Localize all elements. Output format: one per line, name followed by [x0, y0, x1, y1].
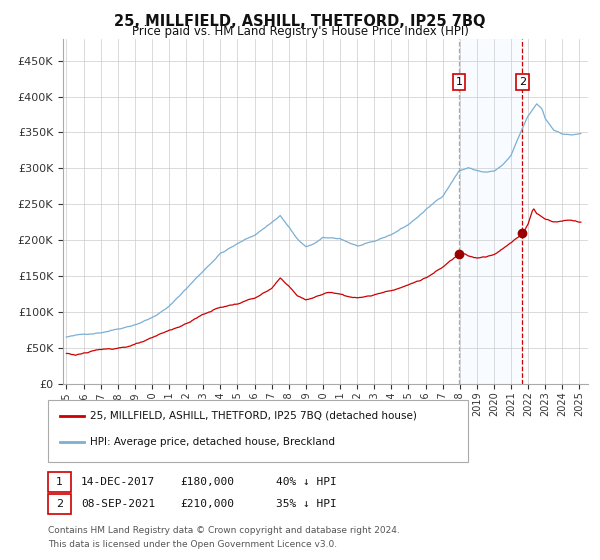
Text: 25, MILLFIELD, ASHILL, THETFORD, IP25 7BQ (detached house): 25, MILLFIELD, ASHILL, THETFORD, IP25 7B… [90, 410, 417, 421]
Text: HPI: Average price, detached house, Breckland: HPI: Average price, detached house, Brec… [90, 437, 335, 447]
Text: Price paid vs. HM Land Registry's House Price Index (HPI): Price paid vs. HM Land Registry's House … [131, 25, 469, 38]
Text: Contains HM Land Registry data © Crown copyright and database right 2024.: Contains HM Land Registry data © Crown c… [48, 526, 400, 535]
Text: 2: 2 [56, 499, 63, 509]
Text: £180,000: £180,000 [180, 477, 234, 487]
Text: £210,000: £210,000 [180, 499, 234, 509]
Text: 1: 1 [56, 477, 63, 487]
Text: 08-SEP-2021: 08-SEP-2021 [81, 499, 155, 509]
Text: 25, MILLFIELD, ASHILL, THETFORD, IP25 7BQ: 25, MILLFIELD, ASHILL, THETFORD, IP25 7B… [114, 14, 486, 29]
Text: 1: 1 [455, 77, 463, 87]
Text: 2: 2 [519, 77, 526, 87]
Bar [459, 39, 523, 384]
Text: 35% ↓ HPI: 35% ↓ HPI [276, 499, 337, 509]
Text: 14-DEC-2017: 14-DEC-2017 [81, 477, 155, 487]
Text: This data is licensed under the Open Government Licence v3.0.: This data is licensed under the Open Gov… [48, 540, 337, 549]
Text: 40% ↓ HPI: 40% ↓ HPI [276, 477, 337, 487]
